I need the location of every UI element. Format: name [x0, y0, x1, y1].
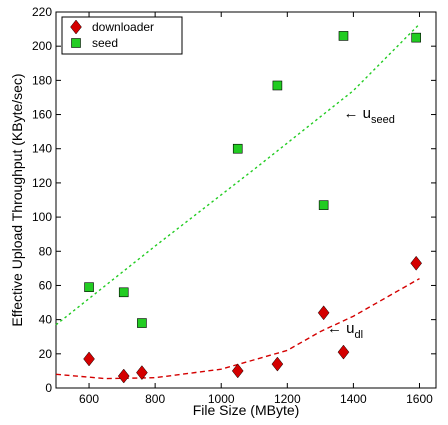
x-tick-label: 1400: [340, 392, 367, 406]
y-tick-label: 200: [32, 39, 52, 53]
y-axis-label: Effective Upload Throughput (KByte/sec): [9, 73, 25, 326]
annotation-u-dl: ← udl: [327, 320, 363, 341]
y-tick-label: 120: [32, 176, 52, 190]
x-tick-label: 600: [79, 392, 99, 406]
y-tick-label: 0: [45, 381, 52, 395]
seed-point: [232, 143, 243, 154]
x-tick-label: 1600: [406, 392, 433, 406]
y-tick-label: 20: [39, 347, 53, 361]
annotations-layer: ← useed ← udl: [327, 105, 395, 341]
data-points-layer: [83, 31, 422, 384]
seed-point: [338, 31, 349, 41]
seed-point: [318, 200, 329, 210]
legend-marker-downloader: [70, 19, 82, 35]
seed-point: [137, 318, 147, 328]
plot-frame-layer: [55, 11, 437, 389]
y-tick-label: 160: [32, 108, 52, 122]
fit-line-seed: [55, 23, 420, 326]
y-tick-label: 220: [32, 5, 52, 19]
downloader-point: [83, 351, 95, 367]
fit-lines-layer: [55, 23, 420, 380]
x-tick-label: 800: [145, 392, 165, 406]
downloader-point: [337, 344, 350, 360]
y-tick-label: 180: [32, 73, 52, 87]
plot-frame: [55, 11, 437, 389]
y-tick-label: 100: [32, 210, 52, 224]
y-tick-label: 80: [39, 244, 53, 258]
legend: downloader seed: [61, 16, 183, 55]
legend-label-downloader: downloader: [92, 20, 154, 34]
seed-point: [411, 32, 421, 43]
legend-marker-seed: [71, 38, 81, 48]
x-tick-label: 1000: [208, 392, 235, 406]
y-tick-label: 40: [39, 313, 53, 327]
downloader-point: [410, 255, 422, 271]
seed-point: [84, 282, 94, 292]
legend-box: [61, 16, 183, 55]
y-tick-label: 60: [39, 278, 53, 292]
y-tick-label: 140: [32, 142, 52, 156]
downloader-point: [231, 363, 244, 379]
seed-point: [118, 287, 129, 298]
downloader-point: [271, 356, 284, 372]
downloader-point: [317, 305, 330, 321]
fit-line-downloader: [55, 277, 420, 380]
seed-point: [272, 80, 283, 91]
x-axis-label: File Size (MByte): [193, 402, 300, 418]
axes-layer: 600 800 1000 1200 1400 1600 0 20 40 60 80 100 120 140…: [9, 5, 436, 418]
x-tick-label: 1200: [274, 392, 301, 406]
downloader-point: [117, 368, 130, 384]
downloader-point: [136, 365, 148, 381]
annotation-u-seed: ← useed: [343, 105, 394, 126]
legend-label-seed: seed: [92, 36, 118, 50]
